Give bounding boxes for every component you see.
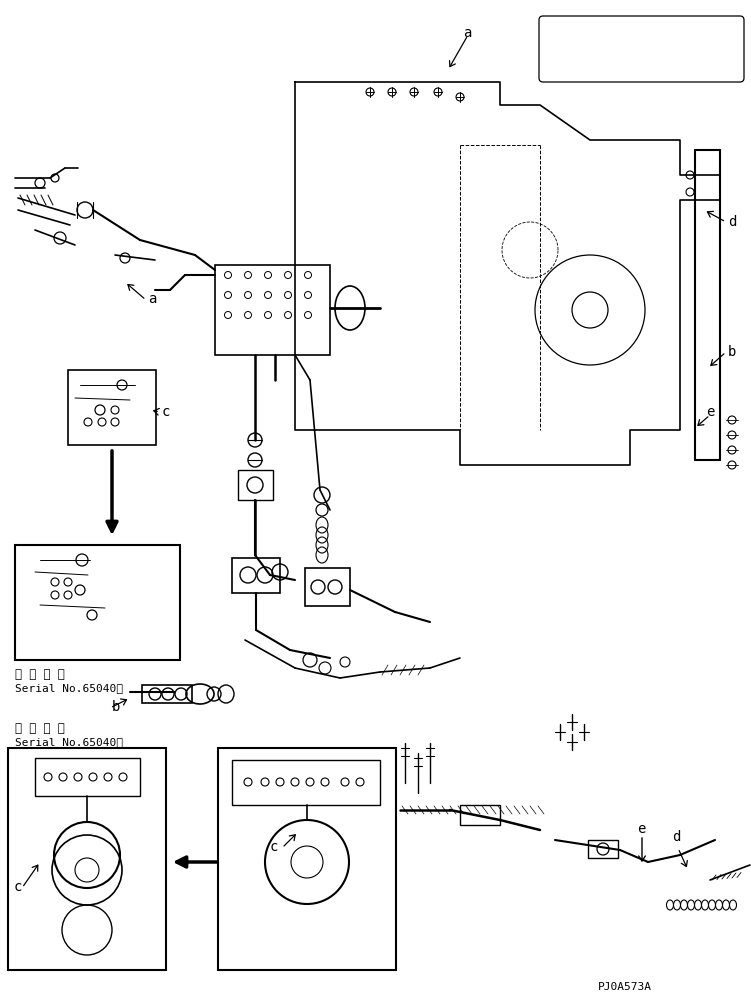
- Text: c: c: [270, 840, 279, 854]
- Text: e: e: [706, 405, 714, 419]
- Bar: [215, 265, 330, 355]
- Bar: [218, 748, 396, 970]
- Bar: [8, 748, 166, 970]
- FancyBboxPatch shape: [539, 16, 744, 82]
- Text: b: b: [112, 700, 120, 714]
- Bar: [232, 558, 280, 593]
- Text: 適 用 号 機: 適 用 号 機: [15, 668, 65, 681]
- Text: d: d: [672, 830, 680, 844]
- Bar: [588, 840, 618, 858]
- Text: トランスミッションケース: トランスミッションケース: [549, 42, 624, 52]
- Text: a: a: [463, 26, 472, 40]
- Text: Serial No.65040～: Serial No.65040～: [15, 737, 123, 747]
- Bar: [68, 370, 156, 445]
- Bar: [460, 805, 500, 825]
- Text: e: e: [637, 822, 645, 836]
- Bar: [15, 545, 180, 660]
- Text: Transmission  Case: Transmission Case: [549, 58, 655, 68]
- Bar: [35, 758, 140, 796]
- Bar: [232, 760, 380, 805]
- Text: Serial No.65040～: Serial No.65040～: [15, 683, 123, 693]
- Text: c: c: [14, 880, 23, 894]
- Text: PJ0A573A: PJ0A573A: [598, 982, 652, 992]
- Text: d: d: [728, 215, 737, 229]
- Bar: [142, 685, 192, 703]
- Text: a: a: [148, 292, 156, 306]
- Bar: [238, 470, 273, 500]
- Text: 適 用 号 機: 適 用 号 機: [15, 722, 65, 735]
- Bar: [305, 568, 350, 606]
- Text: b: b: [728, 345, 737, 359]
- Text: c: c: [162, 405, 170, 419]
